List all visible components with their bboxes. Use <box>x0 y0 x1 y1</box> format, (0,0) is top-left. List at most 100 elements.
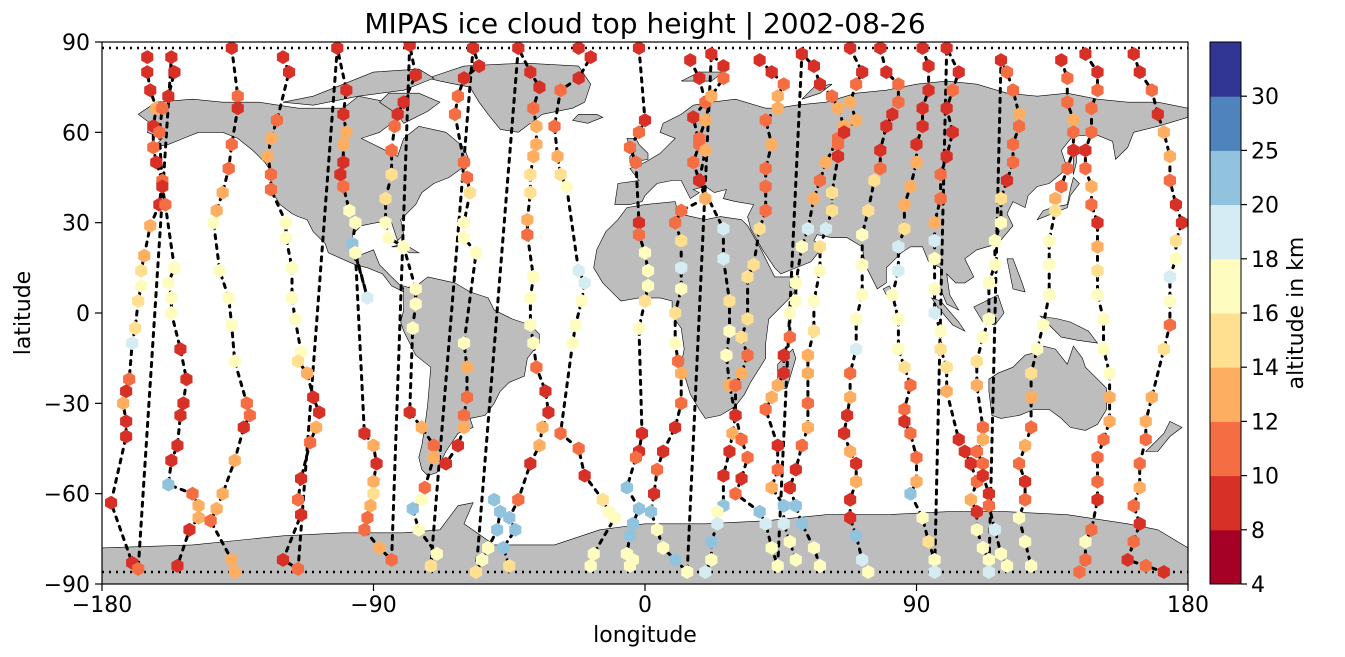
cloud-point <box>1091 474 1104 489</box>
cloud-point <box>482 540 495 555</box>
y-tick-label: −30 <box>44 392 90 417</box>
cloud-point <box>1145 83 1158 98</box>
cloud-point <box>310 420 323 435</box>
cloud-point <box>904 426 917 441</box>
cloud-point <box>210 203 223 218</box>
cloud-point <box>892 239 905 254</box>
cloud-point <box>623 528 636 543</box>
cloud-point <box>307 390 320 405</box>
cloud-point <box>850 342 863 357</box>
cloud-point <box>388 119 401 134</box>
cloud-point <box>457 155 471 170</box>
y-tick-label: 60 <box>62 121 90 146</box>
cloud-point <box>340 125 353 140</box>
cloud-point <box>874 161 887 176</box>
cloud-point <box>747 257 760 272</box>
cloud-point <box>1163 173 1176 188</box>
cloud-point <box>813 263 826 278</box>
cloud-point <box>892 342 905 357</box>
cloud-point <box>807 59 820 74</box>
cloud-point <box>669 215 682 230</box>
cloud-point <box>801 396 814 411</box>
cloud-point <box>717 251 730 266</box>
cloud-point <box>566 336 579 351</box>
cloud-point <box>841 408 854 423</box>
cloud-point <box>771 101 784 116</box>
cloud-point <box>461 360 474 375</box>
cloud-point <box>596 492 609 507</box>
cloud-point <box>801 366 814 381</box>
cloud-point <box>343 203 356 218</box>
cloud-point <box>1013 119 1026 134</box>
cloud-point <box>982 498 995 513</box>
cloud-point <box>759 402 772 417</box>
cloud-point <box>301 366 314 381</box>
cloud-point <box>729 486 742 501</box>
colorbar: 4 8 10 12 14 16 18 20 25 30 <box>1209 41 1279 598</box>
cloud-point <box>138 248 151 263</box>
cloud-point <box>874 143 887 158</box>
cloud-point <box>1163 294 1176 308</box>
cloud-point <box>789 498 802 513</box>
cloud-point <box>1085 101 1098 116</box>
cloud-point <box>813 173 826 188</box>
cloud-point <box>657 540 670 555</box>
cloud-point <box>135 263 148 278</box>
cloud-point <box>1163 318 1176 332</box>
cloud-point <box>503 510 516 525</box>
cloud-point <box>1061 95 1074 110</box>
cloud-point <box>521 212 534 227</box>
cloud-point <box>1103 366 1116 381</box>
cloud-point <box>1157 565 1170 579</box>
colorbar-tick-label: 12 <box>1251 410 1279 435</box>
land-australia <box>988 345 1107 431</box>
cloud-point <box>1025 558 1038 573</box>
cloud-point <box>129 321 142 336</box>
cloud-point <box>367 438 380 453</box>
cloud-point <box>813 77 826 92</box>
cloud-point <box>448 107 461 122</box>
cloud-point <box>892 263 905 278</box>
cloud-point <box>970 522 983 537</box>
land-antarctica <box>102 502 1188 584</box>
cloud-point <box>735 366 748 381</box>
cloud-point <box>940 149 953 164</box>
cloud-point <box>850 312 863 326</box>
cloud-point <box>222 161 235 176</box>
cloud-point <box>928 233 941 248</box>
cloud-point <box>988 522 1001 537</box>
cloud-point <box>117 396 130 411</box>
cloud-point <box>844 492 857 507</box>
colorbar-segment <box>1210 42 1241 97</box>
cloud-point <box>530 360 543 375</box>
cloud-point <box>503 558 516 573</box>
cloud-point <box>165 453 178 468</box>
cloud-point <box>144 83 157 98</box>
cloud-point <box>726 426 739 441</box>
land-south-america <box>400 276 540 476</box>
cloud-point <box>687 155 700 170</box>
cloud-point <box>723 324 736 339</box>
cloud-point <box>970 378 983 393</box>
cloud-point <box>457 408 471 423</box>
cloud-point <box>367 474 380 489</box>
cloud-point <box>705 534 718 549</box>
cloud-point <box>385 552 398 567</box>
cloud-point <box>165 306 178 320</box>
cloud-point <box>470 245 483 260</box>
cloud-point <box>1097 432 1110 447</box>
cloud-point <box>638 245 652 260</box>
cloud-point <box>216 185 229 200</box>
cloud-point <box>672 354 685 369</box>
cloud-point <box>645 504 658 519</box>
cloud-point <box>1013 107 1026 122</box>
cloud-point <box>874 42 887 55</box>
cloud-point <box>771 438 784 453</box>
cloud-point <box>424 558 437 573</box>
cloud-point <box>147 140 160 155</box>
cloud-point <box>632 227 645 242</box>
cloud-point <box>850 456 863 471</box>
y-axis: 90 60 30 0 −30 −60 −90 <box>44 31 102 598</box>
land-new-zealand <box>1145 420 1183 452</box>
cloud-point <box>412 522 425 537</box>
